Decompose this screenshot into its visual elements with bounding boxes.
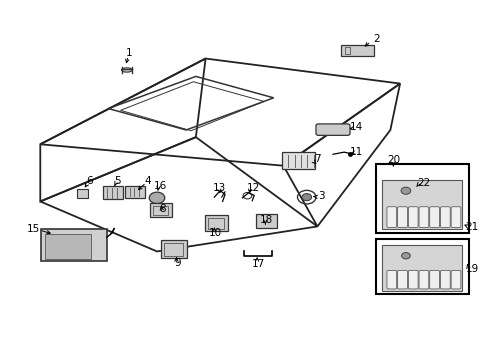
Text: 21: 21 (465, 222, 478, 232)
FancyBboxPatch shape (386, 270, 396, 289)
Bar (344, 47, 350, 54)
FancyBboxPatch shape (450, 207, 460, 228)
Text: 5: 5 (114, 176, 120, 186)
Text: 13: 13 (212, 183, 225, 193)
Text: 17: 17 (251, 259, 264, 269)
Text: 20: 20 (387, 156, 400, 165)
Circle shape (149, 192, 164, 203)
FancyBboxPatch shape (386, 207, 396, 228)
Text: 3: 3 (317, 191, 324, 201)
Text: 4: 4 (143, 176, 150, 186)
Text: 15: 15 (26, 224, 40, 234)
FancyBboxPatch shape (397, 270, 407, 289)
Bar (125, 186, 144, 198)
Bar (207, 218, 224, 229)
Circle shape (301, 194, 311, 201)
Text: 11: 11 (349, 147, 362, 157)
Bar (163, 243, 183, 256)
Bar (77, 189, 88, 198)
Ellipse shape (121, 68, 132, 72)
FancyBboxPatch shape (407, 270, 417, 289)
Bar (381, 180, 461, 229)
Bar (41, 229, 107, 261)
Circle shape (400, 187, 410, 194)
Text: 14: 14 (349, 122, 362, 132)
Bar (150, 203, 171, 217)
Bar (161, 240, 187, 258)
Text: 18: 18 (259, 215, 272, 225)
FancyBboxPatch shape (440, 207, 449, 228)
Text: 6: 6 (86, 176, 93, 186)
Circle shape (401, 252, 409, 259)
FancyBboxPatch shape (418, 270, 428, 289)
Text: 22: 22 (416, 178, 429, 188)
FancyBboxPatch shape (429, 270, 439, 289)
Text: 7: 7 (313, 154, 320, 164)
Text: 10: 10 (208, 228, 222, 238)
Bar (381, 245, 461, 291)
FancyBboxPatch shape (315, 124, 349, 135)
FancyBboxPatch shape (429, 207, 439, 228)
Bar (375, 164, 468, 233)
Text: 2: 2 (373, 34, 379, 44)
Bar (255, 213, 277, 228)
Bar (340, 45, 373, 56)
Bar (204, 215, 227, 231)
Text: 16: 16 (154, 181, 167, 192)
Bar (102, 186, 122, 199)
Bar (282, 153, 315, 168)
FancyBboxPatch shape (440, 270, 449, 289)
Text: 12: 12 (246, 183, 259, 193)
FancyBboxPatch shape (450, 270, 460, 289)
FancyBboxPatch shape (418, 207, 428, 228)
Text: 19: 19 (465, 264, 478, 274)
Text: 9: 9 (174, 258, 181, 268)
Bar (45, 234, 91, 258)
Bar (375, 239, 468, 294)
FancyBboxPatch shape (407, 207, 417, 228)
Text: 8: 8 (159, 204, 166, 214)
Bar (153, 206, 167, 215)
FancyBboxPatch shape (397, 207, 407, 228)
Text: 1: 1 (125, 48, 132, 58)
